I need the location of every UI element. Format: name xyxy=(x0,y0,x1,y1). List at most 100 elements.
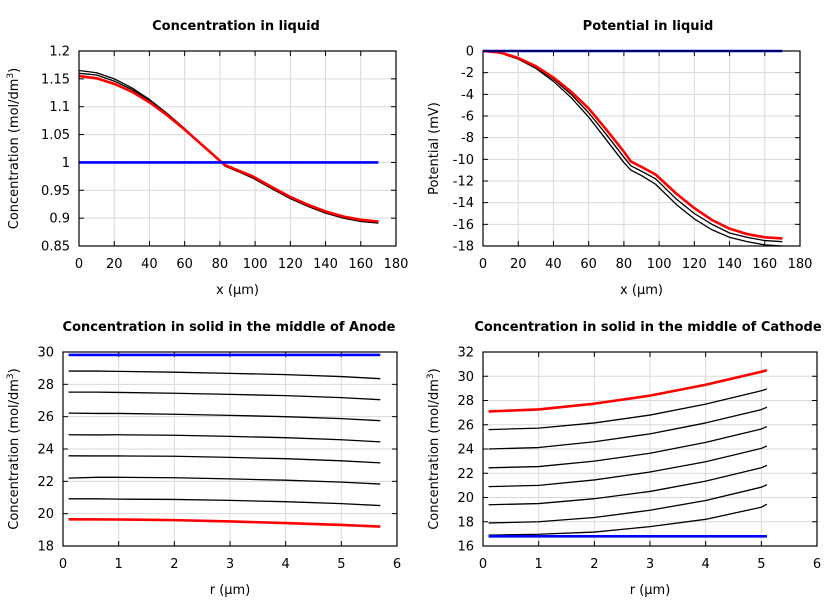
x-tick-label: 0 xyxy=(479,557,487,572)
y-tick-label: 16 xyxy=(457,540,474,555)
x-tick-label: 120 xyxy=(278,257,303,272)
y-tick-label: -2 xyxy=(461,66,474,81)
y-axis-label-main: Concentration (mol/dm xyxy=(427,379,442,530)
y-tick-label: 18 xyxy=(37,540,54,555)
chart-title: Concentration in solid in the middle of … xyxy=(63,320,396,335)
x-tick-label: 5 xyxy=(337,557,345,572)
chart-panel-2: Concentration in solid in the middle of … xyxy=(6,320,401,598)
x-tick-label: 100 xyxy=(243,257,268,272)
x-tick-label: 140 xyxy=(717,257,742,272)
series-line-0 xyxy=(488,368,768,413)
x-tick-label: 3 xyxy=(646,557,654,572)
y-tick-label: -16 xyxy=(453,218,474,233)
y-tick-label: 1.15 xyxy=(41,72,70,87)
plot-frame xyxy=(78,50,397,247)
x-tick-label: 1 xyxy=(115,557,123,572)
x-tick-label: 20 xyxy=(106,257,123,272)
x-tick-label: 40 xyxy=(141,257,158,272)
series-line-7 xyxy=(68,498,381,507)
x-tick-label: 40 xyxy=(545,257,562,272)
y-tick-label: 26 xyxy=(37,410,54,425)
y-tick-label: -8 xyxy=(461,131,474,146)
y-axis-label: Concentration (mol/dm3) xyxy=(6,368,22,530)
y-axis-label: Concentration (mol/dm3) xyxy=(426,368,442,530)
series-line-7 xyxy=(488,503,768,536)
y-axis-label-main: Concentration (mol/dm xyxy=(7,379,22,530)
series-line-6 xyxy=(68,476,381,485)
y-tick-label: 0.95 xyxy=(41,184,70,199)
series-line-8 xyxy=(68,518,381,528)
y-tick-label: 20 xyxy=(457,491,474,506)
series-line-6 xyxy=(488,484,768,524)
y-axis-label-tail: ) xyxy=(7,68,22,73)
series-group xyxy=(68,353,381,528)
x-tick-label: 4 xyxy=(702,557,710,572)
chart-panel-3: Concentration in solid in the middle of … xyxy=(426,320,822,598)
x-tick-label: 80 xyxy=(616,257,633,272)
x-tick-label: 60 xyxy=(580,257,597,272)
series-line-5 xyxy=(488,464,768,506)
x-tick-label: 4 xyxy=(282,557,290,572)
series-line-5 xyxy=(68,455,381,464)
y-tick-label: 28 xyxy=(457,394,474,409)
plot-frame xyxy=(482,50,801,247)
series-line-4 xyxy=(68,434,381,443)
y-tick-label: 22 xyxy=(37,475,54,490)
x-tick-label: 0 xyxy=(479,257,487,272)
chart-title: Concentration in solid in the middle of … xyxy=(474,320,822,335)
y-tick-label: -12 xyxy=(453,175,474,190)
y-tick-label: 0.9 xyxy=(49,212,70,227)
chart-panel-0: Concentration in liquid 0 20 40 60 80 100 120 14… xyxy=(6,19,408,298)
y-axis-label-main: Potential (mV) xyxy=(427,102,442,195)
y-axis-label-tail: ) xyxy=(7,368,22,373)
x-tick-label: 180 xyxy=(788,257,813,272)
y-axis-label-sup: 3 xyxy=(426,373,436,379)
y-axis-label-sup: 3 xyxy=(6,373,16,379)
plot-frame xyxy=(482,351,818,547)
y-tick-label: 20 xyxy=(37,507,54,522)
x-tick-label: 80 xyxy=(212,257,229,272)
x-axis-label: x (µm) xyxy=(620,283,663,298)
x-tick-label: 6 xyxy=(393,557,401,572)
y-tick-label: 30 xyxy=(457,370,474,385)
x-tick-label: 100 xyxy=(647,257,672,272)
y-axis-label: Concentration (mol/dm3) xyxy=(6,68,22,230)
y-tick-label: 1.05 xyxy=(41,128,70,143)
x-tick-label: 120 xyxy=(682,257,707,272)
series-line-2 xyxy=(68,391,381,401)
series-line-1 xyxy=(68,370,381,380)
series-group xyxy=(79,69,379,224)
y-tick-label: -14 xyxy=(453,196,474,211)
series-line-2 xyxy=(79,74,379,223)
chart-title: Potential in liquid xyxy=(583,19,714,34)
y-tick-label: -4 xyxy=(461,88,474,103)
series-line-3 xyxy=(68,412,381,422)
series-group xyxy=(488,368,768,538)
series-line-1 xyxy=(488,388,768,431)
plot-frame xyxy=(62,351,398,547)
series-line-2 xyxy=(488,406,768,450)
x-tick-label: 6 xyxy=(813,557,821,572)
chart-panel-1: Potential in liquid 0 20 40 60 80 100 120 140 160… xyxy=(427,19,812,298)
x-tick-label: 160 xyxy=(348,257,373,272)
y-tick-label: 22 xyxy=(457,467,474,482)
y-tick-label: 18 xyxy=(457,515,474,530)
y-tick-label: 0.85 xyxy=(41,240,70,255)
y-axis-label-main: Concentration (mol/dm xyxy=(7,79,22,230)
x-axis-label: x (µm) xyxy=(216,283,259,298)
x-tick-label: 0 xyxy=(75,257,83,272)
y-tick-label: 1 xyxy=(62,156,70,171)
x-axis-label: r (µm) xyxy=(630,583,671,598)
y-tick-label: -18 xyxy=(453,240,474,255)
y-tick-label: 30 xyxy=(37,346,54,361)
x-tick-label: 2 xyxy=(590,557,598,572)
series-line-3 xyxy=(488,425,768,469)
x-tick-label: 140 xyxy=(313,257,338,272)
x-tick-label: 20 xyxy=(510,257,527,272)
y-tick-label: 1.1 xyxy=(49,100,70,115)
y-tick-label: 28 xyxy=(37,378,54,393)
y-tick-label: 1.2 xyxy=(49,45,70,60)
series-line-0 xyxy=(483,50,783,247)
y-axis-label-tail: ) xyxy=(427,368,442,373)
y-tick-label: 24 xyxy=(457,443,474,458)
